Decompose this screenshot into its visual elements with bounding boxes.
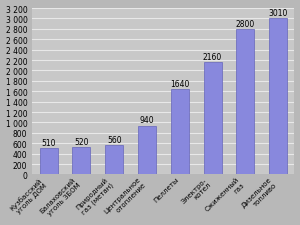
Bar xyxy=(40,148,58,175)
Text: 560: 560 xyxy=(107,135,122,144)
Text: 510: 510 xyxy=(41,138,56,147)
Bar xyxy=(72,148,91,175)
Bar xyxy=(236,30,254,175)
Text: 940: 940 xyxy=(140,116,154,125)
Bar xyxy=(105,146,123,175)
Bar xyxy=(269,19,287,175)
Text: 2800: 2800 xyxy=(236,20,255,28)
Text: 1640: 1640 xyxy=(170,79,189,88)
Bar xyxy=(138,126,156,175)
Text: 2160: 2160 xyxy=(203,53,222,62)
Text: 520: 520 xyxy=(74,137,89,146)
Bar xyxy=(171,90,189,175)
Text: 3010: 3010 xyxy=(268,9,288,18)
Bar xyxy=(203,63,221,175)
